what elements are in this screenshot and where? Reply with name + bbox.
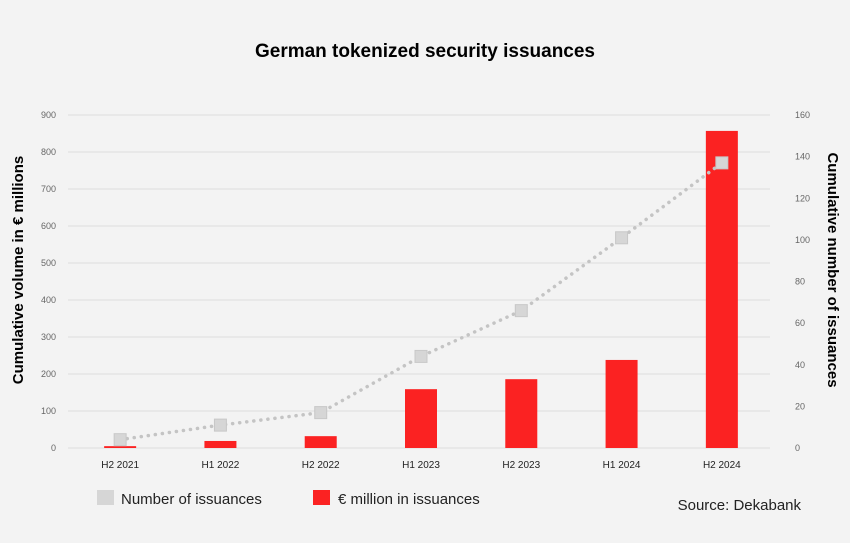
bar-h1-2022: [204, 440, 237, 448]
marker-h2-2021: [113, 433, 127, 447]
left-tick-label: 100: [41, 406, 56, 416]
left-tick-label: 200: [41, 369, 56, 379]
x-tick-label: H2 2024: [703, 460, 741, 471]
legend-label-issuances: Number of issuances: [121, 491, 262, 508]
right-tick-label: 80: [795, 277, 805, 287]
marker-h1-2022: [213, 418, 227, 432]
legend-swatch-issuances: [97, 490, 114, 505]
chart-title: German tokenized security issuances: [255, 41, 595, 62]
right-tick-label: 40: [795, 360, 805, 370]
bar-h2-2021: [104, 446, 137, 448]
right-tick-label: 20: [795, 401, 805, 411]
bar-h1-2024: [605, 359, 638, 448]
bar-h2-2022: [304, 436, 337, 448]
left-tick-label: 800: [41, 147, 56, 157]
bar-h1-2023: [405, 389, 437, 448]
left-tick-label: 500: [41, 258, 56, 268]
legend-label-volume: € million in issuances: [338, 491, 480, 508]
left-tick-label: 600: [41, 221, 56, 231]
bar-h2-2023: [505, 379, 538, 448]
issuance-line: [113, 156, 729, 447]
left-axis-ticks: 0 100 200 300 400 500 600 700 800 900: [41, 110, 56, 453]
x-axis-ticks: H2 2021 H1 2022 H2 2022 H1 2023 H2 2023 H1 20…: [101, 460, 741, 471]
right-tick-label: 100: [795, 235, 810, 245]
marker-h1-2024: [615, 231, 629, 245]
x-tick-label: H1 2024: [603, 460, 641, 471]
right-tick-label: 60: [795, 318, 805, 328]
x-tick-label: H2 2023: [502, 460, 540, 471]
right-tick-label: 120: [795, 193, 810, 203]
right-axis-label: Cumulative number of issuances: [824, 152, 841, 387]
x-tick-label: H2 2022: [302, 460, 340, 471]
marker-h2-2022: [314, 406, 328, 420]
right-tick-label: 140: [795, 152, 810, 162]
gridlines: [68, 114, 770, 449]
right-tick-label: 0: [795, 443, 800, 453]
marker-h1-2023: [414, 349, 428, 363]
right-tick-label: 160: [795, 110, 810, 120]
left-tick-label: 300: [41, 332, 56, 342]
left-tick-label: 700: [41, 184, 56, 194]
left-tick-label: 900: [41, 110, 56, 120]
left-tick-label: 400: [41, 295, 56, 305]
bar-h2-2024: [705, 130, 738, 448]
x-tick-label: H1 2023: [402, 460, 440, 471]
left-axis-label: Cumulative volume in € millions: [10, 156, 27, 384]
source-note: Source: Dekabank: [678, 497, 802, 514]
x-tick-label: H1 2022: [202, 460, 240, 471]
marker-h2-2024: [715, 156, 729, 170]
left-tick-label: 0: [51, 443, 56, 453]
marker-h2-2023: [514, 304, 528, 318]
bars: [104, 130, 738, 448]
legend-swatch-volume: [313, 490, 330, 505]
x-tick-label: H2 2021: [101, 460, 139, 471]
legend: Number of issuances € million in issuanc…: [97, 490, 480, 508]
right-axis-ticks: 0 20 40 60 80 100 120 140 160: [795, 110, 810, 453]
